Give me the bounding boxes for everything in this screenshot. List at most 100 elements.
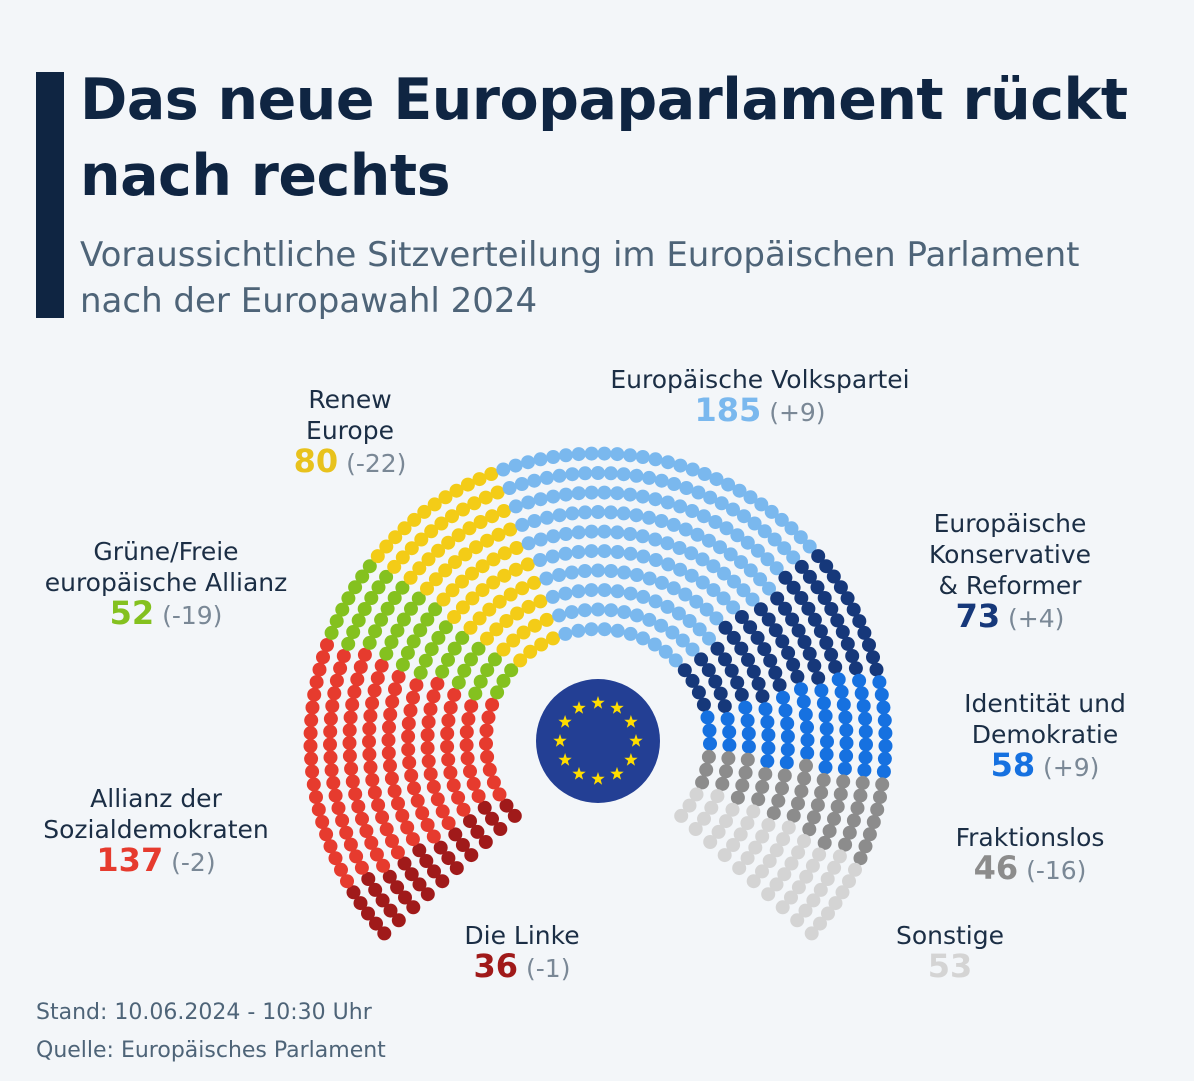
seat-renew	[424, 524, 439, 539]
seat-ecr	[813, 624, 828, 639]
seat-renew	[417, 504, 432, 519]
seat-greens	[364, 591, 379, 605]
seat-other	[835, 885, 850, 900]
seat-renew	[465, 566, 479, 581]
seat-epp	[533, 532, 548, 547]
seat-change: (-1)	[526, 954, 571, 983]
seat-epp	[629, 568, 644, 582]
seat-other	[821, 906, 835, 921]
seat-other	[799, 869, 814, 884]
seat-epp	[597, 524, 612, 539]
seat-id	[758, 702, 773, 717]
seat-sd	[354, 860, 369, 875]
seat-sd	[305, 700, 320, 715]
seat-change: (-16)	[1026, 856, 1087, 885]
seat-renew	[460, 477, 475, 492]
star-icon	[591, 772, 605, 785]
seat-other	[746, 804, 761, 819]
seat-sd	[387, 784, 402, 799]
seat-epp	[584, 524, 599, 539]
seat-epp	[564, 605, 579, 620]
seat-other	[682, 798, 697, 813]
seat-epp	[597, 583, 612, 598]
seat-epp	[660, 536, 675, 551]
seat-linke	[377, 926, 392, 941]
seat-sd	[353, 660, 368, 674]
seat-id	[794, 682, 808, 697]
seat-epp	[623, 586, 638, 601]
seat-epp	[571, 584, 586, 599]
star-icon	[624, 753, 638, 766]
seat-id	[876, 764, 891, 779]
seat-greens	[441, 652, 455, 667]
seat-ecr	[775, 634, 790, 649]
seat-ecr	[717, 699, 732, 714]
seat-renew	[445, 583, 460, 598]
seat-epp	[672, 541, 687, 555]
seat-dots	[303, 446, 893, 941]
seat-epp	[603, 505, 618, 520]
seat-ecr	[718, 652, 732, 667]
seat-renew	[497, 568, 512, 583]
seat-sd	[459, 738, 474, 753]
seat-epp	[616, 467, 631, 482]
seat-epp	[527, 473, 542, 488]
seat-ecr	[846, 602, 861, 617]
seat-ecr	[848, 661, 863, 676]
seat-greens	[395, 657, 410, 672]
seat-other	[775, 900, 790, 915]
seat-greens	[379, 646, 394, 661]
seat-other	[674, 808, 689, 823]
seat-epp	[665, 625, 680, 640]
seat-greens	[348, 580, 363, 595]
seat-linke	[397, 856, 412, 871]
seat-sd	[334, 862, 348, 877]
seat-sd	[456, 802, 471, 817]
seat-epp	[578, 505, 593, 520]
seat-renew	[473, 515, 488, 529]
seat-ni	[758, 767, 773, 782]
seat-sd	[485, 697, 500, 712]
seat-other	[740, 851, 755, 866]
seat-epp	[527, 514, 542, 528]
seat-ni	[738, 765, 753, 780]
seat-ecr	[802, 569, 817, 584]
seat-ecr	[817, 591, 832, 605]
seat-epp	[754, 497, 769, 512]
seat-greens	[487, 652, 502, 667]
seat-sd	[343, 837, 358, 852]
seat-epp	[668, 653, 683, 668]
seat-ecr	[696, 697, 711, 712]
seat-ecr	[751, 676, 766, 691]
seat-renew	[509, 541, 524, 555]
seat-epp	[584, 544, 599, 559]
seat-linke	[435, 874, 450, 889]
seat-greens	[451, 675, 466, 690]
seat-epp	[723, 547, 738, 562]
seat-epp	[545, 549, 560, 564]
seat-ni	[817, 835, 832, 850]
seat-other	[689, 787, 704, 802]
seat-epp	[508, 458, 523, 473]
seat-sd	[420, 818, 435, 832]
seat-ni	[695, 775, 710, 790]
seat-sd	[479, 736, 493, 751]
seat-epp	[636, 549, 651, 564]
seat-epp	[610, 545, 625, 559]
seat-greens	[355, 569, 370, 584]
seat-epp	[617, 605, 632, 620]
seat-other	[813, 882, 828, 897]
seat-epp	[648, 492, 663, 507]
seat-renew	[448, 555, 462, 570]
seat-count: 52	[109, 594, 155, 632]
seat-greens	[504, 663, 519, 678]
seat-epp	[678, 522, 693, 537]
seat-epp	[660, 599, 675, 614]
seat-ecr	[753, 602, 768, 617]
seat-sd	[381, 746, 396, 760]
seat-epp	[617, 565, 632, 580]
seat-epp	[666, 517, 681, 532]
label-sd: Allianz der Sozialdemokraten 137 (-2)	[26, 783, 286, 878]
party-name: Grüne/Freie europäische Allianz	[44, 537, 288, 597]
seat-sd	[459, 725, 474, 739]
